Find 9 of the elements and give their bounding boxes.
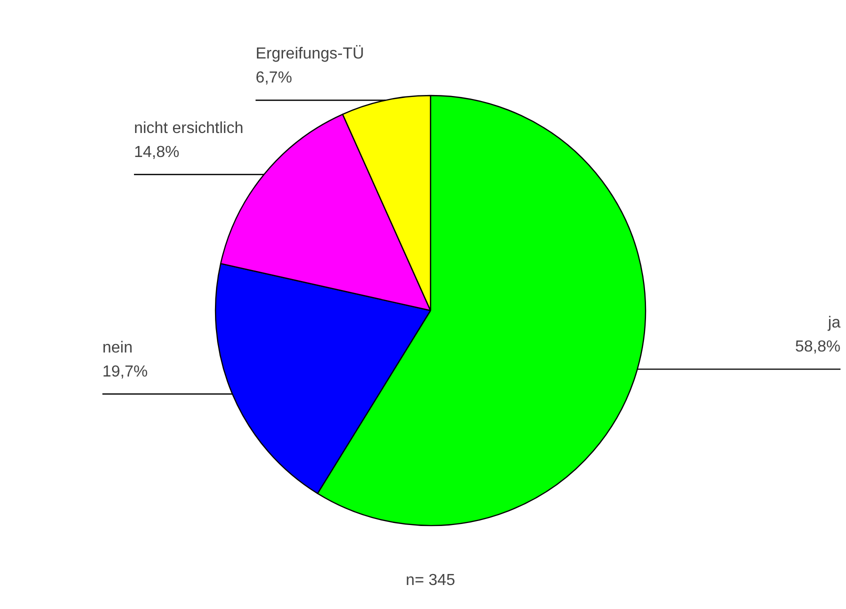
slice-label: nicht ersichtlich bbox=[134, 120, 244, 137]
data-label: 58,8% bbox=[795, 338, 841, 356]
data-label: 14,8% bbox=[134, 144, 180, 161]
data-label: 6,7% bbox=[256, 70, 292, 87]
slice-label: Ergreifungs-TÜ bbox=[256, 44, 364, 63]
slice-label: nein bbox=[102, 340, 133, 357]
text: n= 345 bbox=[406, 572, 456, 589]
slice-label: ja bbox=[827, 314, 841, 332]
data-label: 19,7% bbox=[102, 364, 148, 381]
